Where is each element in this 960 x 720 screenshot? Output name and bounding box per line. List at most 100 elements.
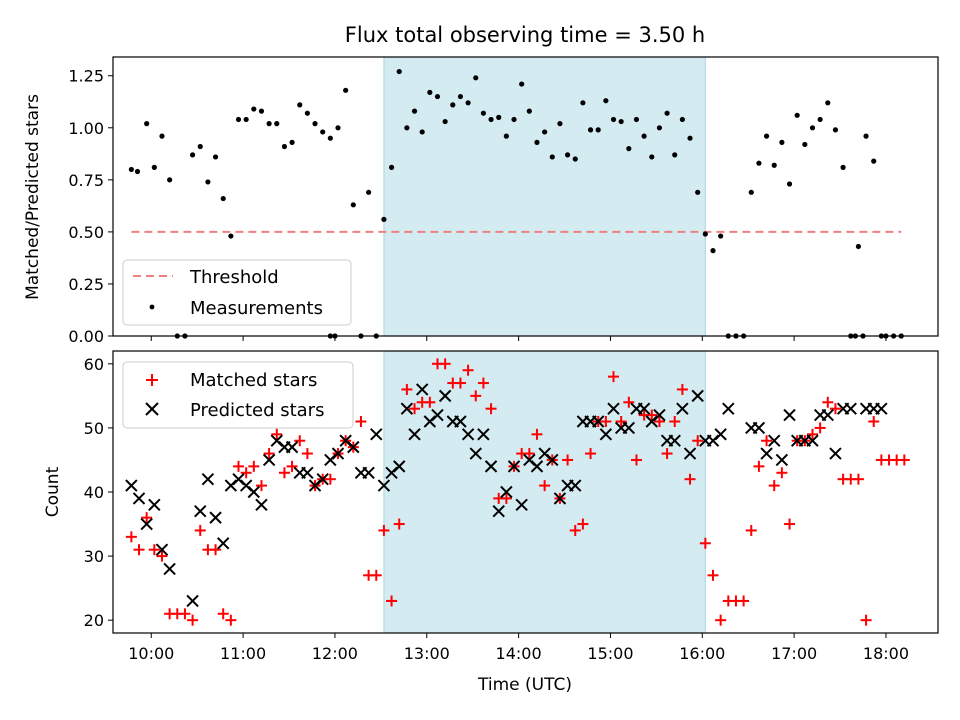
measurement-point — [664, 110, 670, 116]
x-tick-label: 17:00 — [771, 644, 817, 663]
measurement-point — [649, 154, 655, 160]
legend-threshold-label: Threshold — [189, 267, 279, 288]
measurement-point — [603, 98, 609, 104]
matched-star-point — [156, 550, 168, 562]
predicted-star-point — [431, 408, 444, 422]
measurement-point — [855, 243, 862, 250]
predicted-star-point — [148, 498, 161, 512]
matched-star-point — [852, 473, 864, 485]
matched-star-point — [776, 467, 788, 479]
measurement-point — [327, 135, 333, 141]
measurement-point — [756, 160, 762, 166]
measurement-point — [542, 129, 548, 135]
bottom-y-tick-label: 60 — [84, 355, 104, 374]
measurement-point — [434, 93, 441, 100]
predicted-star-point — [125, 479, 138, 492]
matched-star-point — [179, 608, 191, 620]
measurement-point — [128, 166, 134, 173]
measurement-point — [167, 177, 173, 183]
matched-star-point — [324, 473, 336, 485]
matched-star-point — [738, 595, 750, 607]
chart-title: Flux total observing time = 3.50 h — [345, 23, 705, 47]
top-legend: Threshold Measurements — [122, 259, 352, 326]
measurement-point — [587, 127, 594, 133]
matched-star-point — [761, 435, 773, 447]
matched-star-point — [898, 454, 910, 466]
matched-star-point — [125, 531, 137, 543]
predicted-star-point — [507, 460, 521, 473]
measurement-point — [366, 189, 372, 195]
predicted-star-point — [569, 479, 582, 492]
predicted-star-point — [714, 428, 727, 441]
measurement-point — [526, 108, 532, 114]
measurement-point — [534, 139, 540, 145]
matched-star-point — [462, 364, 474, 376]
matched-star-point — [210, 544, 222, 556]
predicted-star-point — [691, 389, 704, 403]
matched-star-point — [263, 448, 275, 460]
measurement-point — [258, 108, 265, 114]
measurement-point — [212, 154, 219, 160]
matched-star-point — [409, 403, 421, 415]
x-tick-label: 15:00 — [587, 644, 633, 663]
measurement-point — [205, 179, 211, 185]
matched-star-point — [615, 416, 627, 427]
measurement-point — [496, 114, 502, 120]
predicted-star-point — [194, 505, 207, 518]
predicted-star-point — [255, 498, 268, 512]
measurement-point — [840, 164, 846, 170]
matched-star-point — [600, 416, 612, 427]
matched-star-point — [286, 460, 298, 472]
matched-star-point — [577, 518, 589, 530]
measurement-point — [381, 216, 387, 223]
measurement-point — [763, 133, 770, 139]
matched-star-point — [217, 608, 229, 620]
matched-star-point — [370, 569, 382, 581]
legend-matched-swatch — [146, 374, 158, 386]
predicted-star-point — [546, 453, 559, 467]
measurement-point — [672, 152, 678, 158]
matched-star-point — [454, 377, 466, 389]
predicted-star-point — [553, 492, 567, 505]
measurement-point — [442, 118, 448, 125]
measurement-point — [679, 116, 685, 123]
predicted-star-point — [438, 389, 452, 403]
measurement-point — [786, 181, 793, 187]
measurement-point — [235, 116, 242, 123]
matched-star-point — [707, 569, 719, 581]
predicted-star-point — [752, 421, 766, 435]
predicted-star-point — [591, 415, 605, 428]
measurement-point — [220, 195, 226, 202]
matched-star-point — [401, 383, 413, 395]
measurement-point — [427, 89, 433, 95]
matched-star-point — [585, 448, 597, 460]
predicted-star-point — [393, 460, 406, 473]
measurement-point — [626, 146, 632, 152]
predicted-star-point — [515, 498, 528, 512]
matched-star-point — [630, 454, 642, 466]
predicted-star-point — [362, 466, 375, 479]
x-axis-label: Time (UTC) — [477, 675, 572, 695]
matched-star-point — [133, 544, 145, 556]
matched-star-point — [684, 473, 696, 485]
measurement-point — [151, 164, 157, 170]
predicted-star-point — [768, 434, 781, 447]
measurement-point — [144, 121, 150, 127]
predicted-star-point — [599, 428, 613, 441]
observing-window-shade — [383, 57, 706, 336]
predicted-star-point — [760, 447, 773, 460]
measurement-point — [610, 116, 617, 123]
matched-star-point — [271, 428, 283, 440]
matched-star-point — [562, 454, 574, 466]
x-tick-label: 16:00 — [679, 644, 725, 663]
top-y-tick-label: 0.00 — [68, 327, 104, 346]
predicted-star-point — [408, 428, 421, 441]
matched-star-point — [301, 448, 313, 460]
measurement-point — [419, 129, 425, 135]
matched-star-point — [699, 537, 711, 549]
bottom-y-tick-label: 20 — [84, 611, 104, 630]
matched-star-point — [715, 614, 727, 626]
measurement-point — [618, 118, 624, 125]
matched-star-point — [255, 480, 267, 492]
matched-star-point — [393, 518, 405, 530]
